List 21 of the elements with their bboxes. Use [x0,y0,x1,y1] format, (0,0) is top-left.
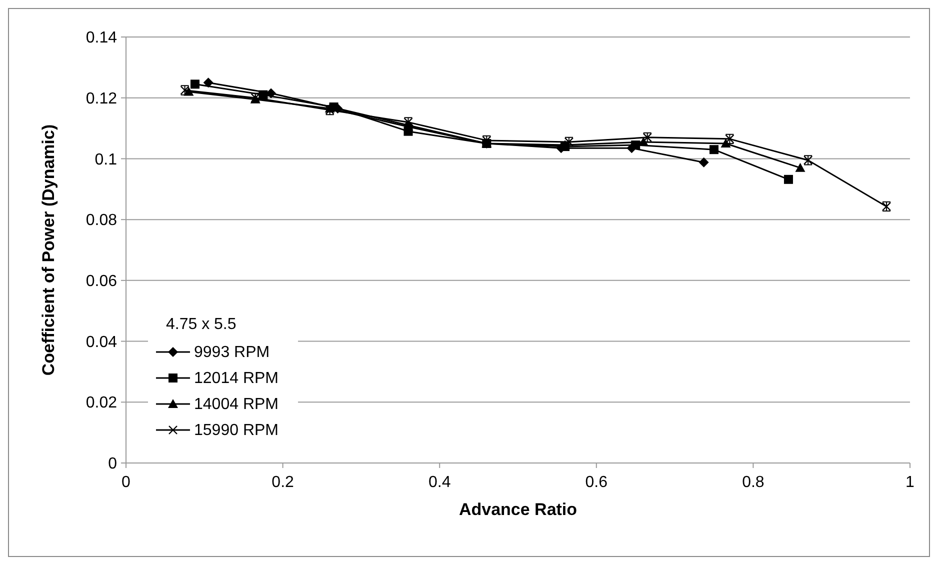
legend-label: 15990 RPM [194,422,278,439]
y-tick-label: 0.02 [86,394,118,412]
legend-label: 12014 RPM [194,370,278,387]
x-tick-label: 0.8 [742,474,764,491]
y-tick-label: 0.04 [86,334,118,351]
legend-label: 9993 RPM [194,344,270,361]
y-tick-label: 0 [108,456,118,473]
y-tick-label: 0.12 [86,90,118,108]
legend-title: 4.75 x 5.5 [166,316,236,333]
x-tick-label: 0.4 [428,474,451,491]
y-tick-label: 0.08 [86,212,118,230]
x-tick-label: 0 [122,474,131,491]
x-tick-label: 1 [906,474,915,491]
legend-label: 14004 RPM [194,396,278,413]
y-tick-label: 0.06 [86,273,118,290]
x-tick-label: 0.6 [585,474,608,491]
y-tick-label: 0.1 [94,151,118,168]
y-tick-label: 0.14 [86,30,118,47]
y-axis-title: Coefficient of Power (Dynamic) [39,124,58,376]
x-axis-title: Advance Ratio [458,500,578,519]
x-tick-label: 0.2 [272,474,294,491]
